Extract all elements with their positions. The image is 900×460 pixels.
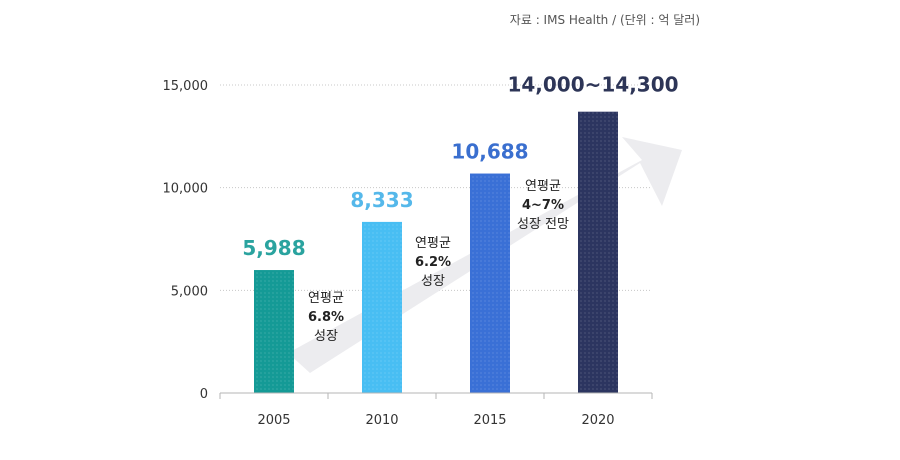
x-tick-label: 2020 [581,413,614,428]
value-label: 10,688 [451,140,528,164]
growth-note-line: 4~7% [522,198,564,213]
x-tick-label: 2005 [257,413,290,428]
bar-texture [362,221,402,393]
y-tick-label: 15,000 [163,79,209,94]
x-tick-label: 2010 [365,413,398,428]
bar-2010 [362,221,402,393]
bar-texture [254,270,294,393]
growth-note-line: 연평균 [525,179,561,194]
growth-note: 연평균 6.8% 성장 [308,291,344,344]
y-tick-label: 10,000 [163,182,209,197]
growth-note: 연평균 4~7% 성장 전망 [517,179,569,232]
growth-note-line: 연평균 [415,236,451,251]
source-note: 자료 : IMS Health / (단위 : 억 달러) [510,13,700,27]
growth-note: 연평균 6.2% 성장 [415,236,451,289]
growth-note-line: 성장 전망 [517,217,569,232]
bars [254,111,618,394]
value-label: 5,988 [242,236,305,260]
growth-note-line: 연평균 [308,291,344,306]
x-tick-label: 2015 [473,413,506,428]
value-labels: 5,988 8,333 10,688 14,000~14,300 [242,73,678,260]
bar-texture [470,173,510,393]
growth-note-line: 6.2% [415,255,451,270]
y-tick-label: 0 [200,387,208,402]
bar-2005 [254,270,294,393]
growth-note-line: 6.8% [308,310,344,325]
bar-2015 [470,173,510,393]
bar-2020 [578,111,618,394]
growth-note-line: 성장 [421,274,445,289]
value-label: 14,000~14,300 [507,73,678,97]
y-axis-ticks: 0 5,000 10,000 15,000 [163,79,209,402]
x-axis-ticks: 2005 2010 2015 2020 [219,393,653,428]
y-tick-label: 5,000 [171,284,208,299]
value-label: 8,333 [350,188,413,212]
growth-note-line: 성장 [314,329,338,344]
bar-texture [578,111,618,394]
